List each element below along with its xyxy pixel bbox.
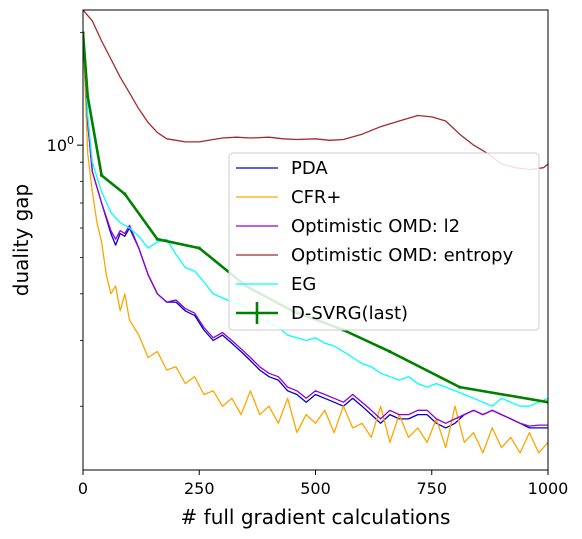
- data-point: [388, 350, 392, 354]
- legend-box: [228, 152, 540, 331]
- x-axis-label: # full gradient calculations: [181, 505, 451, 529]
- legend-label: D-SVRG(last): [291, 303, 408, 324]
- data-point: [197, 246, 201, 250]
- series-line-d-svrg-last: [83, 32, 548, 404]
- x-tick-label: 1000: [528, 479, 569, 498]
- series-line-optimistic-omd-l2: [83, 32, 548, 427]
- legend-label: EG: [291, 274, 316, 295]
- data-point: [86, 94, 90, 99]
- legend-label: Optimistic OMD: l2: [291, 216, 460, 237]
- series-line-eg: [83, 32, 548, 407]
- series-line-optimistic-omd-entropy: [83, 10, 548, 171]
- legend: PDA CFR+ Optimistic OMD: l2 Optimistic OMD:…: [228, 152, 540, 331]
- y-tick-label: 100: [47, 134, 74, 155]
- data-point: [458, 385, 462, 389]
- legend-label: Optimistic OMD: entropy: [291, 245, 514, 266]
- data-point: [100, 173, 104, 177]
- series-line-cfr: [83, 32, 548, 454]
- axis-layer: 0 250 500 750 1000 100: [47, 32, 569, 498]
- data-point: [123, 192, 127, 196]
- x-tick-label: 500: [300, 479, 331, 498]
- x-tick-label: 750: [416, 479, 447, 498]
- y-axis-label: duality gap: [9, 184, 33, 296]
- legend-label: PDA: [291, 158, 328, 179]
- x-tick-label: 250: [184, 479, 215, 498]
- data-point: [155, 237, 159, 241]
- x-tick-label: 0: [78, 479, 88, 498]
- legend-label: CFR+: [291, 187, 342, 208]
